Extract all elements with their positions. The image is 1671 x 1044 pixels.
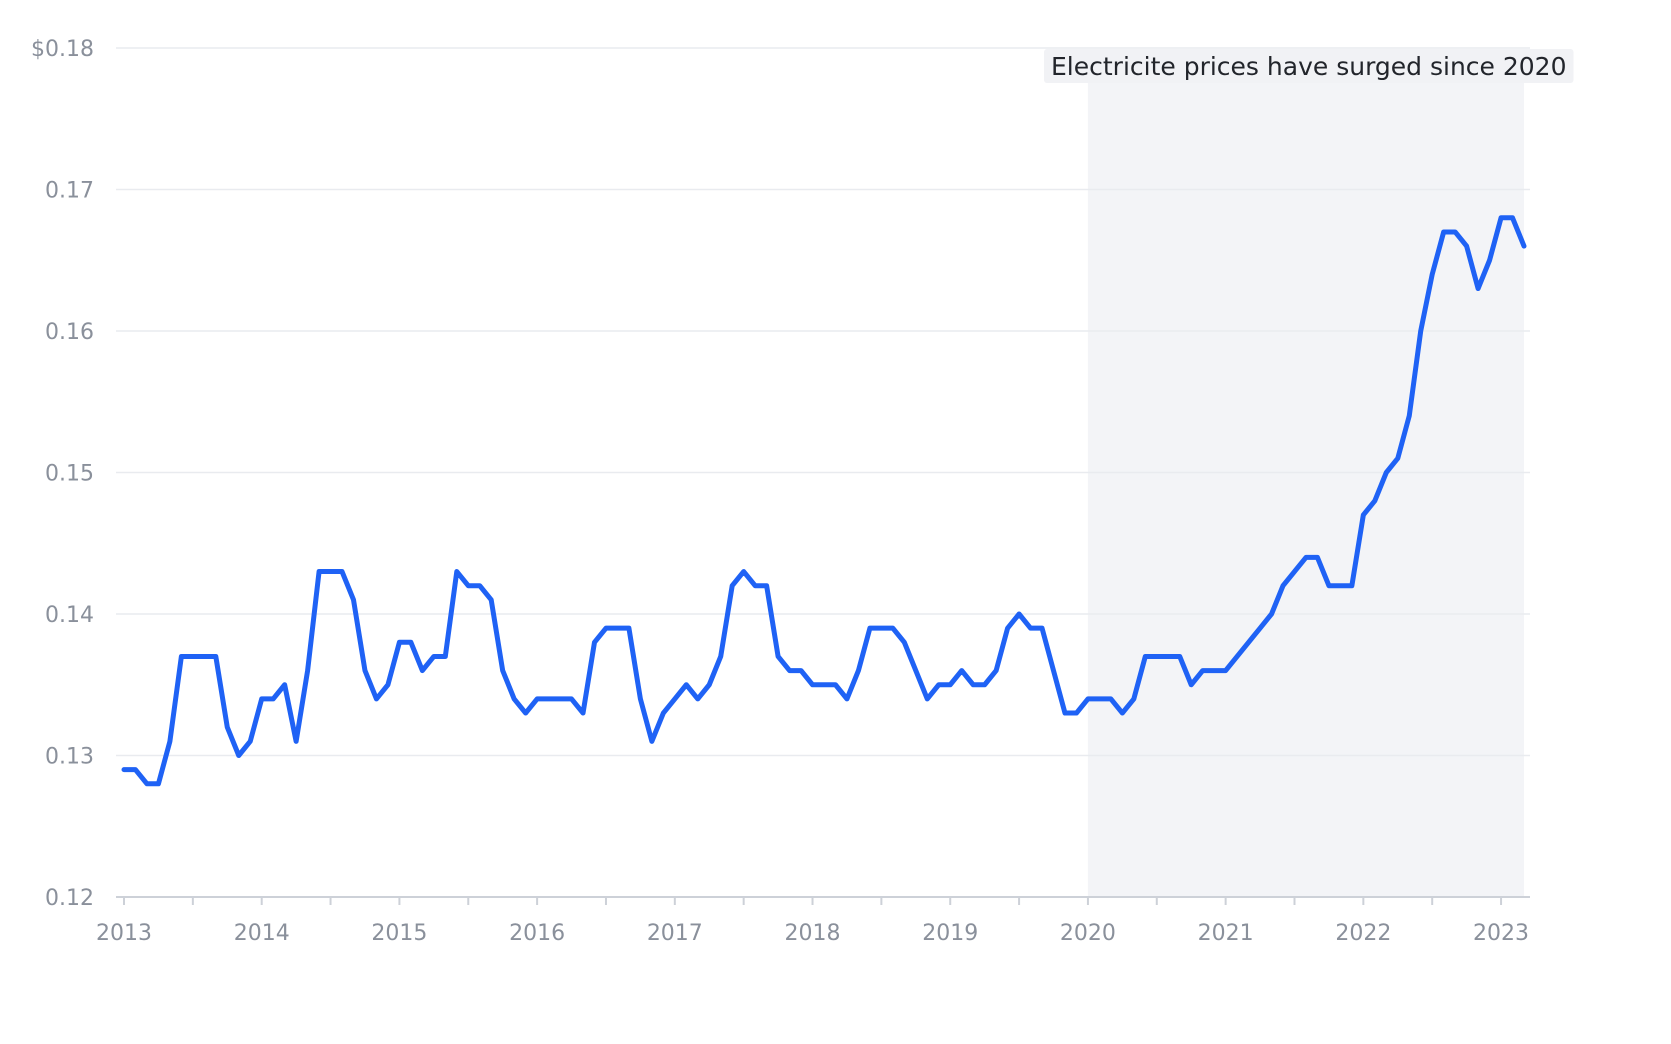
x-tick-label: 2019 [922, 921, 978, 946]
x-tick-label: 2023 [1473, 921, 1529, 946]
x-tick-label: 2016 [509, 921, 565, 946]
x-tick-label: 2021 [1198, 921, 1254, 946]
y-tick-label: 0.14 [45, 603, 94, 628]
y-tick-label: 0.16 [45, 320, 94, 345]
y-tick-label: $0.18 [31, 37, 94, 62]
price-series-line [121, 215, 1527, 787]
y-tick-label: 0.15 [45, 462, 94, 487]
y-tick-label: 0.17 [45, 179, 94, 204]
y-tick-label: 0.13 [45, 745, 94, 770]
y-tick-label: 0.12 [45, 886, 94, 911]
x-tick-label: 2017 [647, 921, 703, 946]
shaded-region [1087, 80, 1524, 897]
x-tick-label: 2018 [785, 921, 841, 946]
x-tick-label: 2020 [1060, 921, 1116, 946]
x-tick-label: 2022 [1335, 921, 1391, 946]
x-tick-label: 2014 [234, 921, 290, 946]
annotation-box [1044, 49, 1574, 83]
x-tick-label: 2013 [96, 921, 152, 946]
annotation-text: Electricite prices have surged since 202… [1051, 52, 1566, 81]
x-tick-label: 2015 [371, 921, 427, 946]
